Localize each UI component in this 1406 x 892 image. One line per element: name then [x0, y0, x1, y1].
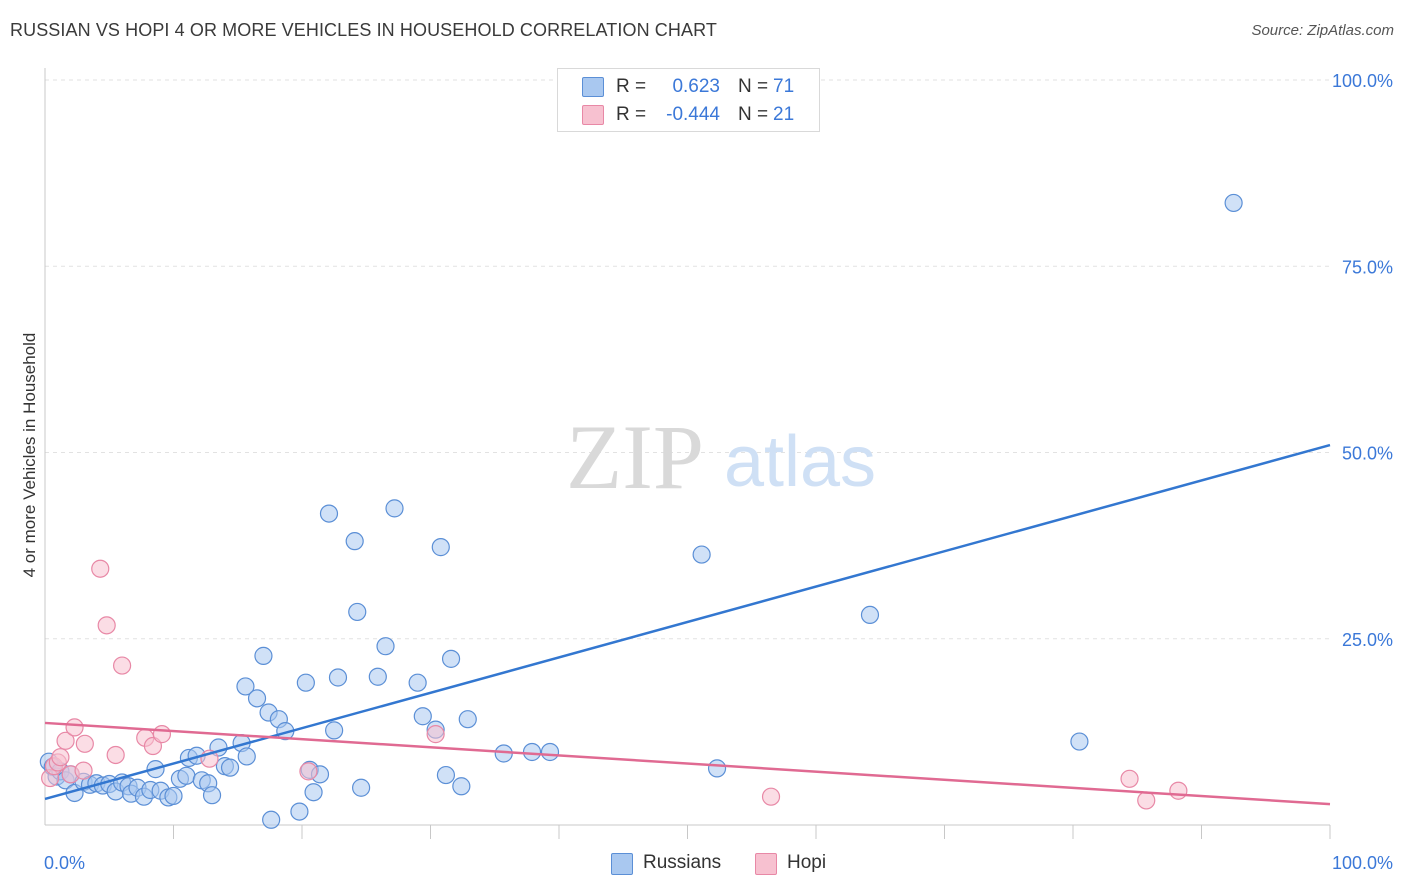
russians-point-71[interactable] [1224, 193, 1243, 213]
russians-point-52[interactable] [352, 778, 371, 797]
russians-point-39[interactable] [262, 810, 281, 829]
russians-point-57[interactable] [413, 707, 432, 726]
data-points [39, 193, 1243, 829]
hopi-point-15[interactable] [152, 725, 172, 744]
russians-legend-swatch [611, 853, 633, 875]
russians-point-55[interactable] [385, 499, 404, 518]
russians-point-48[interactable] [328, 668, 348, 687]
y-tick-label: 75.0% [1342, 257, 1393, 277]
russians-point-65[interactable] [522, 742, 542, 762]
hopi-legend-swatch [755, 853, 777, 875]
hopi-point-6[interactable] [65, 718, 84, 737]
legend-row-hopi: R = -0.444 N = 21 [558, 101, 819, 129]
russians-point-35[interactable] [236, 677, 255, 696]
hopi-point-18[interactable] [426, 725, 445, 744]
russians-point-54[interactable] [376, 637, 395, 656]
trend-lines [44, 443, 1331, 806]
russians-legend-label: Russians [643, 852, 722, 873]
hopi-legend-label: Hopi [787, 852, 827, 873]
tick-labels: 100.0% 75.0% 50.0% 25.0% 0.0% 100.0% [44, 71, 1393, 873]
russians-point-63[interactable] [458, 710, 477, 729]
hopi-point-12[interactable] [112, 656, 132, 675]
russians-point-60[interactable] [436, 765, 456, 785]
hopi-point-19[interactable] [761, 787, 781, 806]
russians-point-61[interactable] [441, 649, 461, 668]
n-label: N = [738, 76, 769, 97]
russians-point-32[interactable] [220, 758, 240, 777]
y-tick-label: 50.0% [1342, 444, 1393, 464]
russians-point-49[interactable] [319, 504, 339, 523]
russians-point-70[interactable] [1070, 732, 1089, 751]
legend-row-russians: R = 0.623 N = 71 [558, 73, 819, 101]
r-value: 0.623 [672, 76, 720, 97]
hopi-point-9[interactable] [91, 559, 110, 578]
y-tick-label: 25.0% [1342, 630, 1393, 650]
russians-point-62[interactable] [452, 777, 471, 796]
hopi-point-20[interactable] [1120, 769, 1139, 788]
chart-title: RUSSIAN VS HOPI 4 OR MORE VEHICLES IN HO… [10, 20, 717, 40]
r-label: R = [616, 104, 647, 125]
hopi-point-7[interactable] [74, 761, 93, 780]
r-label: R = [616, 76, 647, 97]
x-tick-label-min: 0.0% [44, 853, 85, 873]
watermark-atlas: atlas [724, 422, 876, 502]
russians-trend-line [44, 443, 1331, 801]
russians-point-56[interactable] [408, 673, 427, 692]
n-label: N = [738, 104, 769, 125]
hopi-point-22[interactable] [1169, 781, 1188, 800]
n-value: 71 [773, 76, 795, 97]
grid-lines [45, 79, 1330, 640]
russians-point-22[interactable] [164, 786, 183, 806]
russians-point-37[interactable] [254, 646, 273, 665]
russians-point-66[interactable] [540, 742, 560, 762]
russians-point-36[interactable] [247, 689, 267, 708]
y-tick-label: 100.0% [1332, 71, 1393, 91]
russians-point-47[interactable] [325, 721, 344, 740]
russians-point-51[interactable] [348, 602, 367, 622]
russians-point-34[interactable] [237, 747, 256, 766]
russians-point-53[interactable] [368, 667, 387, 686]
russians-point-24[interactable] [177, 766, 196, 785]
russians-point-43[interactable] [296, 673, 315, 692]
russians-point-29[interactable] [202, 786, 222, 805]
hopi-point-17[interactable] [299, 762, 318, 781]
hopi-swatch [582, 105, 604, 125]
russians-point-45[interactable] [304, 783, 323, 802]
hopi-point-4[interactable] [56, 731, 75, 750]
hopi-point-10[interactable] [97, 616, 116, 635]
watermark-zip: ZIP [566, 406, 704, 508]
russians-point-69[interactable] [860, 605, 880, 625]
russians-point-67[interactable] [692, 545, 711, 564]
russians-point-59[interactable] [431, 538, 450, 557]
x-tick-label-max: 100.0% [1332, 853, 1393, 873]
hopi-point-3[interactable] [51, 748, 70, 767]
hopi-trend-line [44, 721, 1331, 806]
hopi-point-21[interactable] [1137, 791, 1156, 810]
russians-point-42[interactable] [290, 802, 309, 821]
r-value: -0.444 [666, 104, 720, 125]
hopi-point-8[interactable] [75, 734, 94, 753]
stats-legend: R = 0.623 N = 71 R = -0.444 N = 21 [557, 68, 820, 132]
russians-point-50[interactable] [345, 532, 364, 551]
hopi-point-11[interactable] [106, 745, 125, 765]
russians-swatch [582, 77, 604, 97]
axes [44, 68, 1331, 839]
n-value: 21 [773, 104, 795, 125]
russians-point-68[interactable] [707, 759, 727, 778]
chart-source: Source: ZipAtlas.com [1251, 22, 1394, 39]
